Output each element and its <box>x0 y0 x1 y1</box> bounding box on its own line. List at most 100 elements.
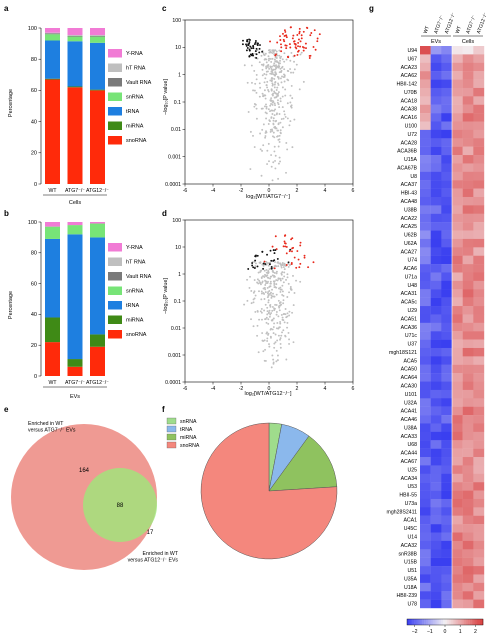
scatter-point <box>253 43 256 46</box>
scatter-point <box>302 49 305 52</box>
scatter-point <box>276 279 279 282</box>
colorbar-tick-label: 2 <box>474 629 477 635</box>
colorbar-step <box>441 619 444 625</box>
scatter-point <box>277 145 280 148</box>
scatter-point <box>303 254 306 257</box>
panel-letter-d: d <box>162 209 167 218</box>
scatter-point <box>273 78 276 80</box>
scatter-point <box>284 245 287 248</box>
heatmap-cell <box>420 264 431 273</box>
colorbar-step <box>443 619 446 625</box>
scatter-point <box>266 337 269 340</box>
colorbar-tick-label: −2 <box>412 629 418 635</box>
scatter-point <box>289 286 292 288</box>
scatter-point <box>262 94 265 97</box>
scatter-point <box>274 261 276 263</box>
legend-label: hT RNA <box>126 66 146 72</box>
scatter-point <box>269 305 272 308</box>
heatmap-cell <box>462 188 474 198</box>
scatter-point <box>287 70 290 73</box>
colorbar-step <box>454 619 457 625</box>
scatter-point <box>262 262 265 265</box>
scatter-point <box>267 108 270 111</box>
heatmap-row-label: ACA51 <box>401 316 418 322</box>
colorbar-step <box>475 619 478 625</box>
scatter-point <box>292 341 295 344</box>
scatter-point <box>300 37 303 40</box>
heatmap-cell <box>430 104 442 114</box>
heatmap-cell <box>420 482 431 491</box>
heatmap-cell <box>473 373 485 382</box>
scatter-point <box>253 290 256 293</box>
scatter-point <box>275 89 278 91</box>
scatter-point <box>275 311 278 313</box>
heatmap-cell <box>473 71 485 80</box>
scatter-point <box>279 132 282 135</box>
x-tick-label: -2 <box>239 386 244 392</box>
heatmap-cell <box>462 205 474 214</box>
heatmap-cell <box>430 247 442 256</box>
scatter-point <box>286 102 289 105</box>
scatter-point <box>270 88 273 91</box>
scatter-point <box>246 81 249 84</box>
scatter-point <box>263 81 266 84</box>
scatter-point <box>283 40 286 43</box>
colorbar-step <box>435 619 438 625</box>
scatter-point <box>274 167 277 170</box>
scatter-point <box>277 66 280 69</box>
scatter-point <box>265 271 268 274</box>
scatter-point <box>269 128 272 131</box>
scatter-point <box>295 266 298 269</box>
heatmap-cell <box>452 524 463 533</box>
heatmap-cell <box>473 490 485 500</box>
heatmap-cell <box>420 415 431 424</box>
bar-segment <box>45 28 60 33</box>
y-tick-label: 100 <box>172 218 181 224</box>
heatmap-cell <box>430 255 442 265</box>
heatmap-cell <box>420 347 431 357</box>
heatmap-cell <box>420 213 431 223</box>
scatter-point <box>293 292 296 294</box>
heatmap-row-label: ACA25 <box>401 224 418 230</box>
heatmap-row-label: U100 <box>405 123 418 129</box>
scatter-point <box>276 101 279 104</box>
heatmap-cell <box>420 515 431 525</box>
scatter-point <box>281 290 284 293</box>
heatmap-cell <box>473 163 485 173</box>
heatmap-cell <box>441 540 453 550</box>
scatter-point <box>285 171 287 174</box>
scatter-point <box>318 33 321 36</box>
heatmap-cell <box>452 196 463 206</box>
heatmap-cell <box>473 389 485 399</box>
scatter-point <box>286 55 289 58</box>
heatmap-cell <box>462 138 474 147</box>
scatter-point <box>258 47 261 50</box>
scatter-point <box>264 111 267 114</box>
heatmap-row-label: ACA41 <box>401 409 418 415</box>
scatter-point <box>274 154 277 157</box>
heatmap-cell <box>430 423 442 433</box>
heatmap-cell <box>462 306 474 315</box>
scatter-point <box>274 49 277 52</box>
scatter-point <box>274 286 277 289</box>
y-tick-label: 0.01 <box>171 127 181 133</box>
scatter-point <box>248 55 251 58</box>
heatmap-cell <box>420 389 431 399</box>
heatmap-cell <box>462 314 474 324</box>
scatter-point <box>273 102 276 105</box>
scatter-point <box>273 90 276 93</box>
scatter-point <box>316 40 319 43</box>
scatter-point <box>276 339 279 342</box>
bar-segment <box>67 225 83 235</box>
scatter-point <box>284 115 287 118</box>
scatter-point <box>293 42 296 45</box>
scatter-point <box>289 248 292 251</box>
scatter-point <box>277 82 279 85</box>
scatter-point <box>286 117 289 120</box>
heatmap-cell <box>430 289 442 298</box>
scatter-point <box>271 83 274 86</box>
heatmap-cell <box>452 163 463 173</box>
colorbar-step <box>452 619 455 625</box>
legend-swatch <box>108 257 122 266</box>
scatter-point <box>275 303 278 306</box>
